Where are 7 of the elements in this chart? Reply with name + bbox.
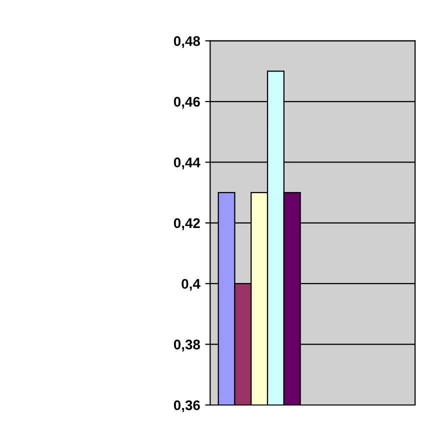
y-tick-label: 0,4 <box>182 278 200 291</box>
y-tick-label: 0,42 <box>174 218 200 230</box>
y-tick-label: 0,38 <box>174 340 200 352</box>
y-tick-label: 0,44 <box>174 158 200 170</box>
y-tick-label: 0,36 <box>174 400 200 412</box>
y-tick-label: 0,46 <box>174 96 200 109</box>
y-tick-label: 0,48 <box>174 36 200 48</box>
